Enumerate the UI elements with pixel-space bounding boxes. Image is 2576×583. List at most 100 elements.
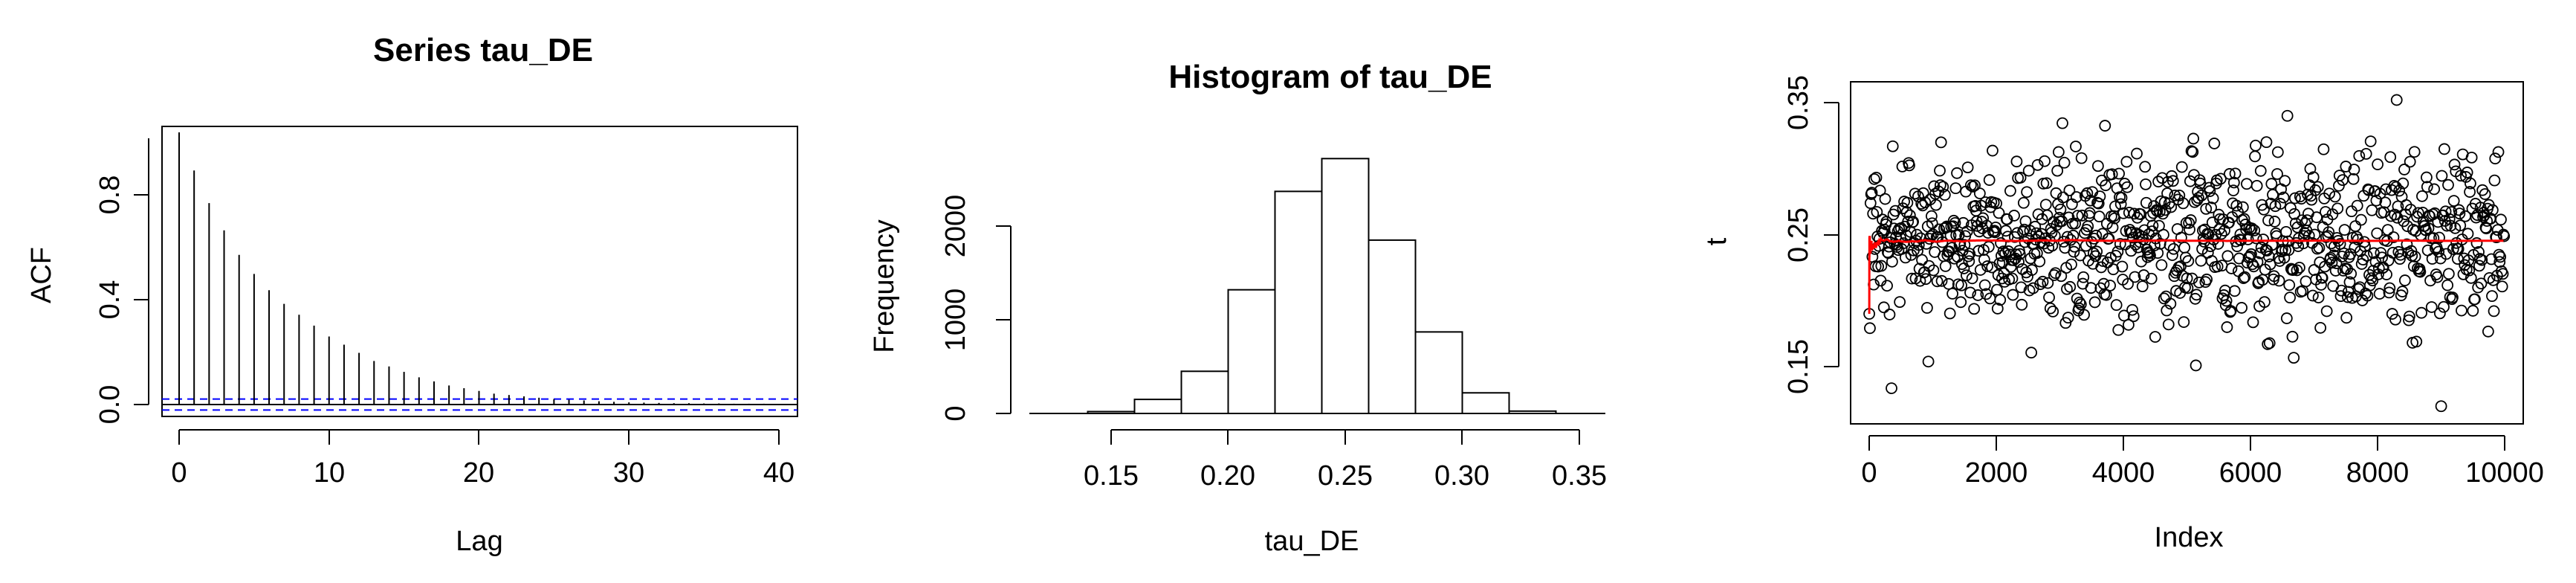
trace-point	[2381, 268, 2392, 280]
trace-point	[1990, 221, 2002, 233]
trace-point	[2404, 155, 2416, 168]
trace-point	[2279, 244, 2292, 257]
trace-point	[2026, 264, 2038, 276]
trace-point	[2268, 216, 2281, 228]
acf-plot-box	[161, 126, 798, 417]
trace-point	[2291, 264, 2303, 277]
trace-point	[2415, 306, 2427, 319]
trace-point	[1966, 272, 1978, 285]
trace-point	[2316, 271, 2329, 284]
trace-point	[2126, 303, 2138, 316]
trace-x-tick-label: 2000	[1965, 457, 2028, 489]
trace-point	[2138, 269, 2150, 281]
trace-x-tick-label: 0	[1861, 457, 1877, 489]
trace-point	[2115, 192, 2128, 204]
trace-point	[2200, 202, 2213, 215]
trace-point	[2078, 309, 2090, 321]
trace-point	[2254, 164, 2267, 177]
trace-point	[1927, 264, 1940, 277]
trace-point	[2162, 175, 2174, 188]
trace-point	[2312, 292, 2325, 303]
trace-point	[2488, 174, 2501, 187]
trace-point	[2488, 305, 2500, 318]
trace-point	[2236, 302, 2248, 314]
trace-point	[2353, 149, 2366, 162]
trace-point	[2496, 268, 2509, 280]
trace-point	[1995, 237, 2007, 249]
trace-point	[2139, 161, 2152, 173]
trace-point	[2456, 304, 2467, 317]
trace-point	[2438, 300, 2450, 313]
trace-point	[2106, 168, 2118, 181]
trace-point	[2186, 272, 2198, 285]
trace-point	[2040, 177, 2053, 190]
trace-point	[2277, 191, 2290, 204]
trace-point	[1955, 279, 1967, 292]
trace-point	[1886, 382, 1897, 394]
histogram-bar	[1368, 239, 1417, 414]
trace-y-tick-label: 0.35	[1783, 75, 1814, 130]
trace-point	[2287, 264, 2300, 277]
histogram-bar	[1508, 410, 1557, 414]
trace-point	[2120, 155, 2133, 168]
trace-point	[2320, 305, 2333, 318]
trace-point	[2221, 321, 2233, 333]
trace-point	[1900, 206, 1913, 219]
trace-point	[2113, 167, 2126, 180]
trace-point	[2372, 158, 2384, 170]
trace-point	[2228, 285, 2241, 297]
trace-point	[2004, 184, 2016, 197]
trace-point	[1939, 260, 1952, 272]
trace-point	[2340, 312, 2353, 324]
trace-point	[2355, 213, 2367, 226]
trace-point	[2421, 181, 2433, 193]
trace-point	[2398, 164, 2410, 175]
trace-point	[1964, 286, 1976, 299]
histogram-bar	[1461, 392, 1510, 415]
trace-point	[2036, 275, 2049, 288]
trace-point	[2447, 292, 2459, 303]
trace-point	[2144, 249, 2156, 262]
trace-point	[2492, 146, 2505, 158]
trace-point	[2311, 181, 2324, 193]
trace-point	[2313, 242, 2326, 254]
trace-point	[2017, 196, 2030, 209]
trace-point	[2052, 146, 2065, 158]
trace-x-tick-label: 10000	[2465, 457, 2544, 489]
trace-point	[1943, 277, 1955, 290]
trace-point	[2152, 175, 2165, 188]
trace-panel: 0 2000 4000 6000 8000 10000 0.15 0.25 0.…	[1701, 75, 2544, 553]
trace-point	[1886, 140, 1899, 152]
trace-point	[1923, 260, 1935, 272]
trace-point	[2165, 201, 2178, 213]
trace-point	[2007, 289, 2019, 301]
histogram-y-tick-label: 1000	[940, 289, 971, 352]
trace-point	[2149, 331, 2161, 343]
trace-point	[2433, 231, 2445, 244]
trace-point	[2069, 217, 2082, 230]
trace-point	[1870, 171, 1883, 184]
trace-point	[2010, 248, 2022, 261]
trace-point	[2386, 308, 2398, 320]
trace-point	[2185, 145, 2198, 158]
trace-point	[2013, 256, 2025, 268]
trace-point	[1925, 210, 1938, 222]
trace-point	[2140, 178, 2152, 190]
trace-point	[2486, 204, 2499, 216]
trace-point	[2245, 222, 2258, 235]
histogram-x-tick-label: 0.25	[1318, 460, 1373, 492]
trace-point	[2340, 161, 2352, 173]
acf-x-tick-label: 10	[314, 457, 345, 489]
trace-point	[2429, 242, 2441, 254]
trace-point	[2363, 184, 2375, 196]
trace-point	[2461, 167, 2473, 178]
trace-point	[2063, 184, 2076, 196]
histogram-y-tick-label: 2000	[940, 195, 971, 258]
trace-point	[1961, 161, 1974, 174]
trace-point	[2357, 254, 2369, 266]
trace-point	[1874, 184, 1886, 197]
trace-point	[2311, 211, 2323, 224]
trace-point	[2372, 262, 2385, 274]
trace-point	[2389, 313, 2401, 326]
trace-point	[2051, 164, 2064, 177]
